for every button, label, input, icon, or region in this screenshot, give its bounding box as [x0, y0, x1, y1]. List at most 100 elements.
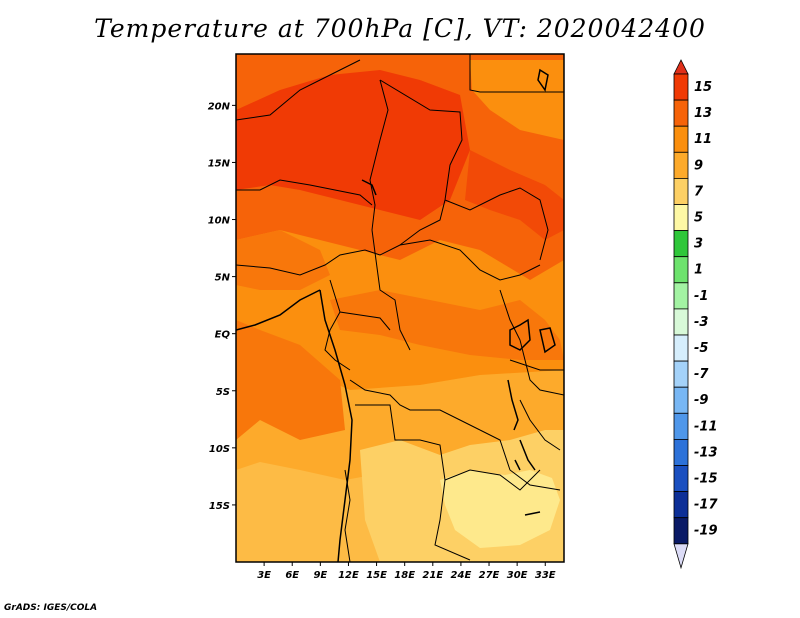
border-line: [324, 311, 351, 371]
border-line: [519, 399, 561, 451]
lon-tick-label: 12E: [338, 570, 359, 581]
border-line: [329, 279, 391, 331]
colorbar-swatch: [673, 386, 689, 414]
lake-outline: [524, 511, 541, 516]
border-line: [469, 54, 564, 93]
lon-tick-label: 18E: [394, 570, 415, 581]
colorbar-label: 3: [694, 237, 703, 252]
map-frame: [235, 53, 565, 563]
colorbar-bottom-arrow: [673, 543, 689, 570]
colorbar-label: 1: [694, 263, 703, 278]
lat-tick-label: 5S: [216, 387, 230, 398]
field-zone-12: [236, 320, 345, 440]
colorbar: 15 13 11 9 7 5 3 1 -1 -3 -5 -7 -9 -11 -13 -15 -17 -19: [673, 59, 718, 570]
border-line: [444, 187, 549, 261]
border-line: [349, 379, 481, 431]
lon-tick-label: 15E: [366, 570, 387, 581]
colorbar-label: 7: [694, 184, 704, 199]
grads-footer: GrADS: IGES/COLA: [4, 603, 98, 613]
latitude-axis: 20N 15N 10N 5N EQ 5S 10S 15S: [208, 101, 236, 512]
colorbar-label: -9: [694, 393, 708, 408]
border-line: [444, 469, 541, 491]
colorbar-label: 15: [694, 80, 712, 95]
colorbar-label: -5: [694, 341, 708, 356]
longitude-axis: 3E 6E 9E 12E 15E 18E 21E 24E 27E 30E 33E: [257, 562, 556, 581]
chart-title: Temperature at 700hPa [C], VT: 202004240…: [94, 14, 706, 43]
border-line: [371, 229, 411, 351]
lon-tick-label: 33E: [535, 570, 556, 581]
colorbar-swatch: [673, 282, 689, 310]
field-zone-14-east: [465, 150, 564, 240]
lake-outline: [537, 68, 549, 92]
colorbar-swatch: [673, 73, 689, 101]
colorbar-label: -3: [694, 315, 708, 330]
colorbar-swatch: [673, 334, 689, 362]
colorbar-swatch: [673, 99, 689, 127]
lon-tick-label: 6E: [285, 570, 299, 581]
colorbar-swatch: [673, 125, 689, 153]
colorbar-swatch: [673, 230, 689, 258]
lon-tick-label: 9E: [313, 570, 327, 581]
border-line: [509, 359, 564, 371]
lake-outline: [507, 379, 519, 431]
field-zone-12-west: [236, 230, 330, 290]
colorbar-swatch: [673, 438, 689, 466]
colorbar-label: -1: [694, 289, 708, 304]
lat-tick-label: 10S: [209, 444, 230, 455]
lake-outline: [519, 439, 536, 471]
lon-tick-label: 30E: [507, 570, 528, 581]
border-line: [379, 79, 463, 246]
lakes: [361, 68, 556, 516]
lat-tick-label: 20N: [208, 101, 231, 112]
field-zone-5: [440, 470, 560, 548]
lat-tick-label: 5N: [215, 273, 231, 284]
field-zone-11-ne: [470, 60, 564, 140]
lat-tick-label: EQ: [215, 330, 231, 341]
border-line: [236, 179, 373, 206]
border-line: [379, 239, 541, 281]
colorbar-label: 9: [694, 158, 703, 173]
lat-tick-label: 15N: [208, 158, 231, 169]
colorbar-label: -13: [694, 445, 718, 460]
coastline: [319, 289, 353, 562]
colorbar-label: -11: [694, 419, 718, 434]
lon-tick-label: 21E: [422, 570, 443, 581]
colorbar-label: 11: [694, 132, 712, 147]
colorbar-swatch: [673, 465, 689, 493]
coastline: [236, 289, 321, 331]
lat-tick-label: 15S: [209, 501, 230, 512]
lon-tick-label: 24E: [451, 570, 472, 581]
lat-tick-label: 10N: [208, 216, 231, 227]
colorbar-swatch: [673, 360, 689, 388]
colorbar-top-arrow: [673, 59, 689, 75]
colorbar-swatch: [673, 308, 689, 336]
lake-outline: [514, 459, 521, 471]
colorbar-swatch: [673, 204, 689, 232]
colorbar-swatch: [673, 256, 689, 284]
lon-tick-label: 3E: [257, 570, 271, 581]
border-line: [369, 79, 389, 231]
colorbar-label: -7: [694, 367, 709, 382]
colorbar-label: 13: [694, 106, 712, 121]
colorbar-label: -15: [694, 472, 718, 487]
colorbar-label: -17: [694, 498, 718, 513]
colorbar-swatch: [673, 412, 689, 440]
lake-outline: [361, 179, 377, 196]
country-borders: [236, 54, 564, 562]
border-line: [499, 289, 564, 396]
temperature-field: [236, 54, 564, 562]
colorbar-swatch: [673, 491, 689, 519]
border-line: [355, 404, 471, 561]
lake-outline: [509, 318, 531, 351]
lake-outline: [539, 327, 556, 354]
border-line: [236, 59, 361, 121]
lon-tick-label: 27E: [479, 570, 500, 581]
colorbar-label: 5: [694, 211, 703, 226]
colorbar-swatch: [673, 177, 689, 205]
colorbar-swatch: [673, 517, 689, 545]
border-line: [479, 429, 561, 491]
border-line: [236, 249, 381, 276]
colorbar-label: -19: [694, 524, 718, 539]
colorbar-swatch: [673, 151, 689, 179]
